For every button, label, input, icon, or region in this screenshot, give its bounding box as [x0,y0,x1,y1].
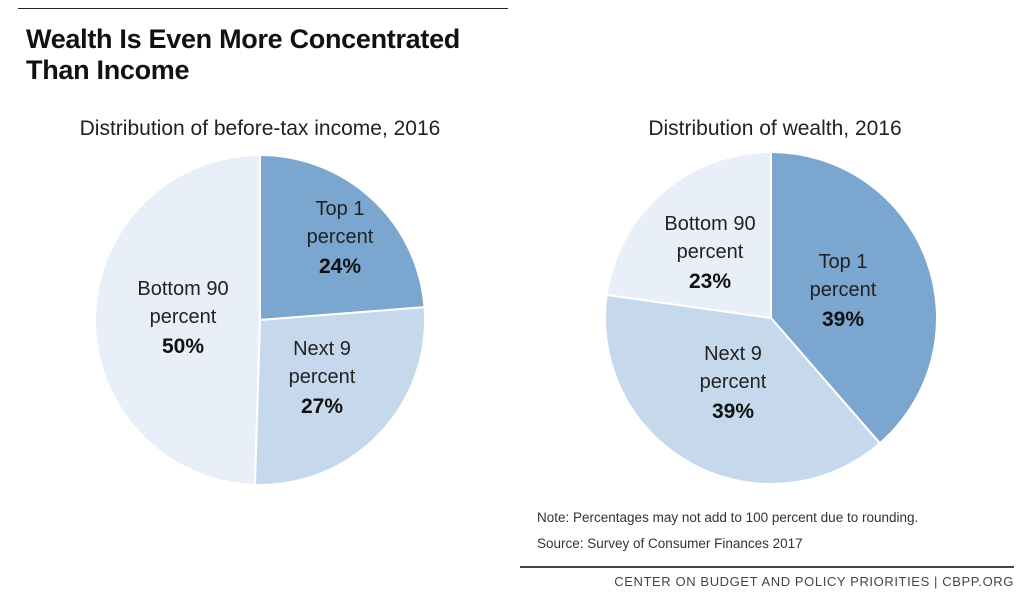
wealth-slice-label: Top 1 [819,251,868,273]
wealth-chart-title: Distribution of wealth, 2016 [648,117,902,140]
source-note: Source: Survey of Consumer Finances 2017 [537,536,803,551]
income-slice-label: percent [150,306,217,328]
wealth-slice-value: 23% [689,270,731,293]
wealth-slice-next9 [604,293,882,485]
income-slice-next9 [253,306,426,486]
income-slice-label: percent [307,226,374,248]
rounding-note: Note: Percentages may not add to 100 per… [537,510,919,525]
wealth-slice-label: Next 9 [704,343,762,365]
income-slice-label: percent [289,366,356,388]
income-slice-value: 27% [301,395,343,418]
wealth-slice-label: percent [677,241,744,263]
income-pie: Top 1 percent 24% Next 9 percent 27% Bottom 90… [94,153,426,486]
wealth-slice-label: percent [810,279,877,301]
wealth-slice-value: 39% [712,400,754,423]
wealth-slice-value: 39% [822,308,864,331]
income-chart-title: Distribution of before-tax income, 2016 [79,117,441,140]
wealth-slice-label: Bottom 90 [664,213,755,235]
income-slice-bottom90 [94,153,261,486]
top-rule [18,8,508,9]
income-slice-label: Bottom 90 [137,278,228,300]
wealth-slice-top1 [770,150,938,445]
income-slice-value: 24% [319,255,361,278]
income-slice-value: 50% [162,335,204,358]
headline: Wealth Is Even More Concentrated Than In… [26,24,461,85]
wealth-slice-label: percent [700,371,767,393]
footer-credit: CENTER ON BUDGET AND POLICY PRIORITIES |… [614,574,1014,589]
income-slice-label: Top 1 [316,198,365,220]
footer-rule [520,566,1014,568]
wealth-slice-bottom90 [605,150,772,320]
wealth-pie: Top 1 percent 39% Next 9 percent 39% Bottom 90… [604,150,938,485]
income-slice-label: Next 9 [293,338,351,360]
income-slice-top1 [259,153,426,322]
